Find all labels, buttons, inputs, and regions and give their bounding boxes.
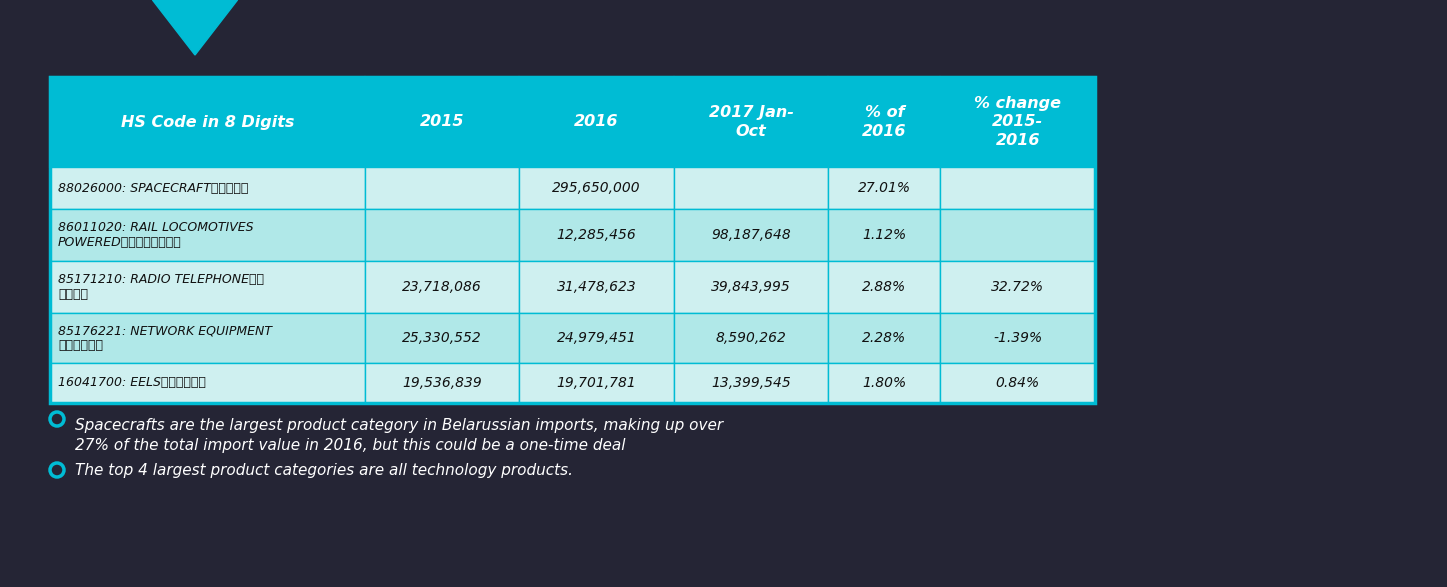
Text: 1.12%: 1.12% bbox=[862, 228, 906, 242]
Text: 19,701,781: 19,701,781 bbox=[557, 376, 637, 390]
Bar bbox=[519, 209, 674, 261]
Bar bbox=[829, 261, 941, 313]
Text: -1.39%: -1.39% bbox=[993, 331, 1042, 345]
Bar bbox=[674, 77, 829, 167]
Bar bbox=[674, 363, 829, 403]
Bar bbox=[51, 167, 365, 209]
Text: 25,330,552: 25,330,552 bbox=[402, 331, 482, 345]
Bar bbox=[674, 209, 829, 261]
Bar bbox=[941, 77, 1095, 167]
Text: 31,478,623: 31,478,623 bbox=[557, 280, 637, 294]
Polygon shape bbox=[152, 0, 237, 55]
Text: 98,187,648: 98,187,648 bbox=[712, 228, 792, 242]
Bar bbox=[519, 363, 674, 403]
Bar bbox=[941, 363, 1095, 403]
Text: 0.84%: 0.84% bbox=[996, 376, 1040, 390]
Text: 1.80%: 1.80% bbox=[862, 376, 906, 390]
Text: 2016: 2016 bbox=[574, 114, 619, 130]
Text: 88026000: SPACECRAFT（飞行器）: 88026000: SPACECRAFT（飞行器） bbox=[58, 181, 249, 194]
Text: 8,590,262: 8,590,262 bbox=[716, 331, 787, 345]
Text: 27.01%: 27.01% bbox=[858, 181, 912, 195]
Bar bbox=[829, 209, 941, 261]
Text: 2.28%: 2.28% bbox=[862, 331, 906, 345]
Text: 19,536,839: 19,536,839 bbox=[402, 376, 482, 390]
Text: 295,650,000: 295,650,000 bbox=[553, 181, 641, 195]
Bar bbox=[519, 77, 674, 167]
Bar bbox=[365, 77, 519, 167]
Text: 85176221: NETWORK EQUIPMENT
（网络设备）: 85176221: NETWORK EQUIPMENT （网络设备） bbox=[58, 324, 272, 352]
Bar bbox=[674, 313, 829, 363]
Text: % change
2015-
2016: % change 2015- 2016 bbox=[974, 96, 1061, 148]
Text: 39,843,995: 39,843,995 bbox=[712, 280, 792, 294]
Bar bbox=[941, 209, 1095, 261]
Text: The top 4 largest product categories are all technology products.: The top 4 largest product categories are… bbox=[75, 463, 573, 477]
Bar bbox=[51, 261, 365, 313]
Bar bbox=[51, 209, 365, 261]
Bar bbox=[674, 167, 829, 209]
Bar bbox=[365, 313, 519, 363]
Text: Spacecrafts are the largest product category in Belarussian imports, making up o: Spacecrafts are the largest product cate… bbox=[75, 418, 724, 453]
Text: 12,285,456: 12,285,456 bbox=[557, 228, 637, 242]
Bar bbox=[829, 363, 941, 403]
Bar bbox=[519, 167, 674, 209]
Text: 13,399,545: 13,399,545 bbox=[712, 376, 792, 390]
Bar bbox=[51, 77, 365, 167]
Text: 2.88%: 2.88% bbox=[862, 280, 906, 294]
Text: 16041700: EELS　（鳝鱼肉）: 16041700: EELS （鳝鱼肉） bbox=[58, 376, 205, 390]
Bar bbox=[674, 261, 829, 313]
Bar bbox=[51, 313, 365, 363]
Text: % of
2016: % of 2016 bbox=[862, 105, 907, 139]
Bar bbox=[829, 313, 941, 363]
Bar bbox=[51, 77, 1095, 403]
Text: 2015: 2015 bbox=[420, 114, 464, 130]
Bar bbox=[365, 261, 519, 313]
Text: 32.72%: 32.72% bbox=[991, 280, 1045, 294]
Text: 86011020: RAIL LOCOMOTIVES
POWERED　（火车发动机）: 86011020: RAIL LOCOMOTIVES POWERED （火车发动… bbox=[58, 221, 253, 249]
Bar bbox=[365, 363, 519, 403]
Text: HS Code in 8 Digits: HS Code in 8 Digits bbox=[120, 114, 294, 130]
Bar bbox=[365, 167, 519, 209]
Bar bbox=[829, 77, 941, 167]
Bar bbox=[829, 167, 941, 209]
Bar bbox=[519, 313, 674, 363]
Bar bbox=[941, 313, 1095, 363]
Text: 2017 Jan-
Oct: 2017 Jan- Oct bbox=[709, 105, 793, 139]
Text: 24,979,451: 24,979,451 bbox=[557, 331, 637, 345]
Bar bbox=[365, 209, 519, 261]
Bar bbox=[941, 167, 1095, 209]
Bar bbox=[519, 261, 674, 313]
Text: 85171210: RADIO TELEPHONE（移
动电话）: 85171210: RADIO TELEPHONE（移 动电话） bbox=[58, 273, 263, 301]
Bar bbox=[51, 363, 365, 403]
Text: 23,718,086: 23,718,086 bbox=[402, 280, 482, 294]
Bar bbox=[941, 261, 1095, 313]
